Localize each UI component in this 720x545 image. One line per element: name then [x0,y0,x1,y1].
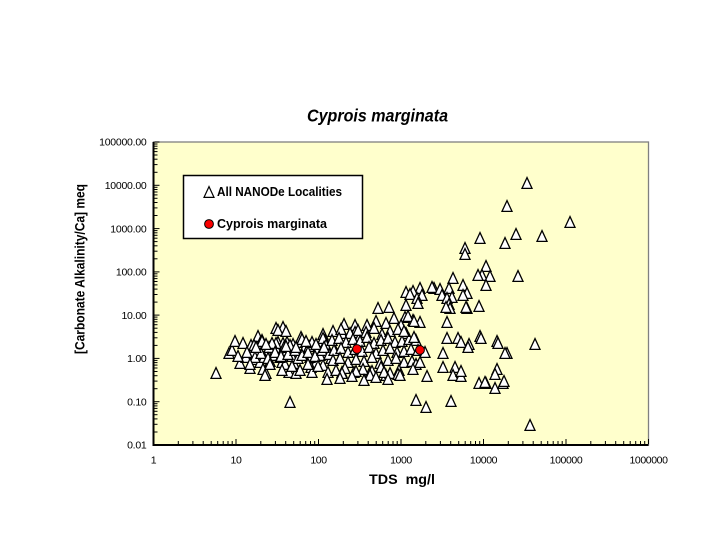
svg-text:10.00: 10.00 [121,310,146,322]
svg-text:1: 1 [151,455,157,467]
svg-text:0.01: 0.01 [127,440,147,452]
svg-text:100000.00: 100000.00 [99,137,147,149]
svg-text:100.00: 100.00 [116,267,147,279]
svg-text:10: 10 [231,455,242,467]
svg-text:1000.00: 1000.00 [110,223,147,235]
svg-text:10000.00: 10000.00 [105,180,147,192]
svg-text:1.00: 1.00 [127,353,147,365]
svg-text:Cyprois marginata: Cyprois marginata [307,106,448,126]
svg-text:10000: 10000 [470,455,498,467]
svg-text:1000: 1000 [390,455,412,467]
svg-text:All NANODe Localities: All NANODe Localities [217,184,342,199]
svg-text:0.10: 0.10 [127,396,147,408]
svg-text:[Carbonate Alkalinity/Ca] meq: [Carbonate Alkalinity/Ca] meq [72,184,88,354]
svg-text:1000000: 1000000 [629,455,668,467]
svg-text:100: 100 [310,455,327,467]
svg-text:Cyprois marginata: Cyprois marginata [217,216,328,231]
svg-text:100000: 100000 [550,455,583,467]
svg-text:TDS mg/l: TDS mg/l [369,472,435,487]
